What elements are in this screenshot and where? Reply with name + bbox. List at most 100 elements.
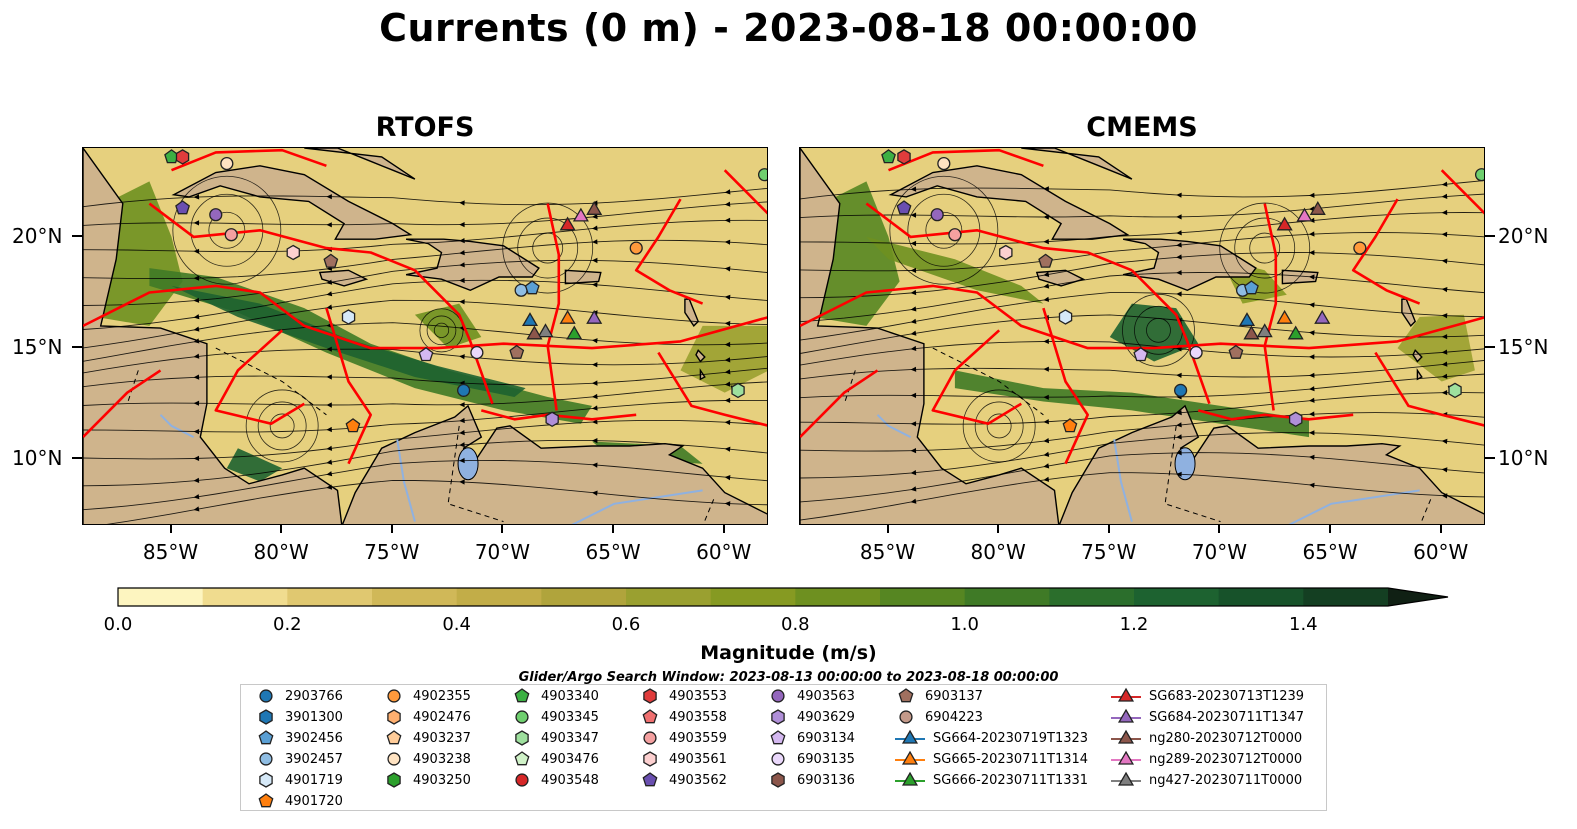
legend-pentagon-marker bbox=[898, 688, 914, 703]
x-tick-mark bbox=[1107, 525, 1110, 533]
colorbar-segment bbox=[202, 588, 288, 606]
streamline-arrow bbox=[1176, 192, 1182, 198]
streamline-arrow bbox=[910, 470, 917, 476]
streamline-arrow bbox=[1309, 397, 1315, 403]
land-area bbox=[564, 269, 602, 285]
legend-hexagon-icon bbox=[259, 709, 273, 725]
eddy-streamline bbox=[1146, 317, 1171, 343]
eez-boundary bbox=[413, 269, 494, 405]
legend-entry: 6903136 bbox=[767, 771, 855, 789]
streamline-arrow bbox=[459, 430, 465, 436]
float-marker-pentagon bbox=[524, 280, 540, 295]
float-marker-circle bbox=[948, 228, 962, 242]
streamline-arrow bbox=[1176, 471, 1182, 477]
float-marker-circle bbox=[224, 228, 238, 242]
legend-label: SG665-20230711T1314 bbox=[933, 751, 1089, 767]
x-tick-label: 80°W bbox=[970, 540, 1026, 564]
streamline-arrow bbox=[724, 501, 731, 507]
float-marker-triangle bbox=[521, 312, 539, 327]
legend-entry: ng427-20230711T0000 bbox=[1111, 771, 1302, 789]
streamline-arrow bbox=[1043, 338, 1049, 344]
legend-hexagon-icon bbox=[387, 709, 401, 725]
map-panel-cmems[interactable] bbox=[799, 147, 1485, 525]
legend-pentagon-marker bbox=[258, 730, 274, 745]
streamline-arrow bbox=[592, 438, 598, 444]
legend-label: 6903135 bbox=[797, 751, 855, 767]
colorbar-segment bbox=[118, 588, 204, 606]
legend-circle-marker bbox=[643, 731, 657, 745]
map-panel-rtofs[interactable] bbox=[82, 147, 768, 525]
legend-entry: 4903561 bbox=[639, 750, 727, 768]
eez-boundary bbox=[723, 169, 767, 215]
river bbox=[876, 414, 912, 438]
legend-entry: 4902476 bbox=[383, 708, 471, 726]
streamline-arrow bbox=[592, 239, 598, 245]
colorbar-segment bbox=[1218, 588, 1304, 606]
legend-pentagon-icon bbox=[770, 730, 786, 745]
streamline-arrow bbox=[459, 262, 465, 268]
streamline-arrow bbox=[910, 392, 917, 398]
y-tick-mark bbox=[72, 346, 82, 349]
y-tick-mark bbox=[1485, 234, 1495, 237]
river bbox=[159, 414, 195, 438]
streamline-arrow bbox=[910, 240, 917, 247]
legend-triangle-marker bbox=[901, 729, 919, 744]
streamline-arrow bbox=[724, 266, 731, 272]
streamline-arrow bbox=[1043, 283, 1050, 289]
legend-circle-icon bbox=[899, 710, 913, 724]
x-tick-mark bbox=[1329, 525, 1332, 533]
legend-hexagon-icon bbox=[387, 772, 401, 788]
legend-circle-marker bbox=[259, 689, 273, 703]
eez-boundary bbox=[657, 351, 767, 427]
legend-circle-icon bbox=[259, 689, 273, 703]
legend-pentagon-marker bbox=[642, 709, 658, 724]
legend-entry: SG666-20230711T1331 bbox=[895, 771, 1088, 789]
float-marker-circle bbox=[930, 208, 944, 222]
legend-label: ng427-20230711T0000 bbox=[1149, 772, 1303, 788]
colorbar-tick-label: 1.2 bbox=[1119, 614, 1149, 635]
legend-circle-icon bbox=[771, 752, 785, 766]
eez-boundary bbox=[1351, 198, 1421, 305]
speed-region bbox=[866, 236, 1044, 304]
eddy-streamline bbox=[208, 211, 246, 249]
legend: 2903766 3901300 3902456 3902457 4901719 49017… bbox=[240, 684, 1327, 811]
streamline-arrow bbox=[459, 457, 465, 464]
float-marker-triangle bbox=[1309, 200, 1326, 215]
legend-label: 4903237 bbox=[413, 730, 471, 746]
float-marker-circle bbox=[937, 156, 951, 171]
float-marker-pentagon bbox=[1038, 253, 1054, 268]
streamline-arrow bbox=[326, 471, 333, 477]
legend-entry: SG683-20230713T1239 bbox=[1111, 687, 1304, 705]
float-marker-circle bbox=[470, 345, 484, 360]
colorbar-extend-arrow bbox=[1388, 588, 1448, 606]
float-marker-hexagon bbox=[731, 382, 745, 399]
legend-hexagon-marker bbox=[771, 772, 785, 788]
streamline-arrow bbox=[1441, 438, 1448, 444]
streamline-arrow bbox=[459, 200, 465, 206]
search-window-caption: Glider/Argo Search Window: 2023-08-13 00… bbox=[518, 670, 1059, 685]
float-marker-hexagon bbox=[1288, 411, 1303, 428]
streamline-arrow bbox=[910, 318, 917, 324]
colorbar-label: Magnitude (m/s) bbox=[700, 642, 877, 664]
river bbox=[571, 489, 703, 524]
legend-entry: 4902355 bbox=[383, 687, 471, 705]
streamline-arrow bbox=[1043, 451, 1050, 457]
streamline-arrow bbox=[1309, 386, 1315, 392]
float-marker-triangle bbox=[1314, 309, 1331, 324]
float-marker-hexagon bbox=[999, 244, 1013, 261]
legend-entry: 4903237 bbox=[383, 729, 471, 747]
x-tick-mark bbox=[280, 525, 283, 533]
legend-label: 4903553 bbox=[669, 688, 727, 704]
streamline-arrow bbox=[910, 330, 917, 336]
legend-triangle-line-icon bbox=[1111, 687, 1141, 702]
legend-pentagon-icon bbox=[642, 772, 658, 787]
lake-maracaibo bbox=[457, 447, 479, 481]
streamline-arrow bbox=[459, 417, 465, 424]
streamline-arrow bbox=[1441, 334, 1448, 340]
legend-label: 4903238 bbox=[413, 751, 471, 767]
legend-pentagon-icon bbox=[514, 751, 530, 766]
legend-circle-marker bbox=[515, 773, 529, 787]
streamline-arrow bbox=[193, 506, 200, 512]
legend-pentagon-icon bbox=[386, 730, 402, 745]
land-area bbox=[695, 349, 706, 363]
